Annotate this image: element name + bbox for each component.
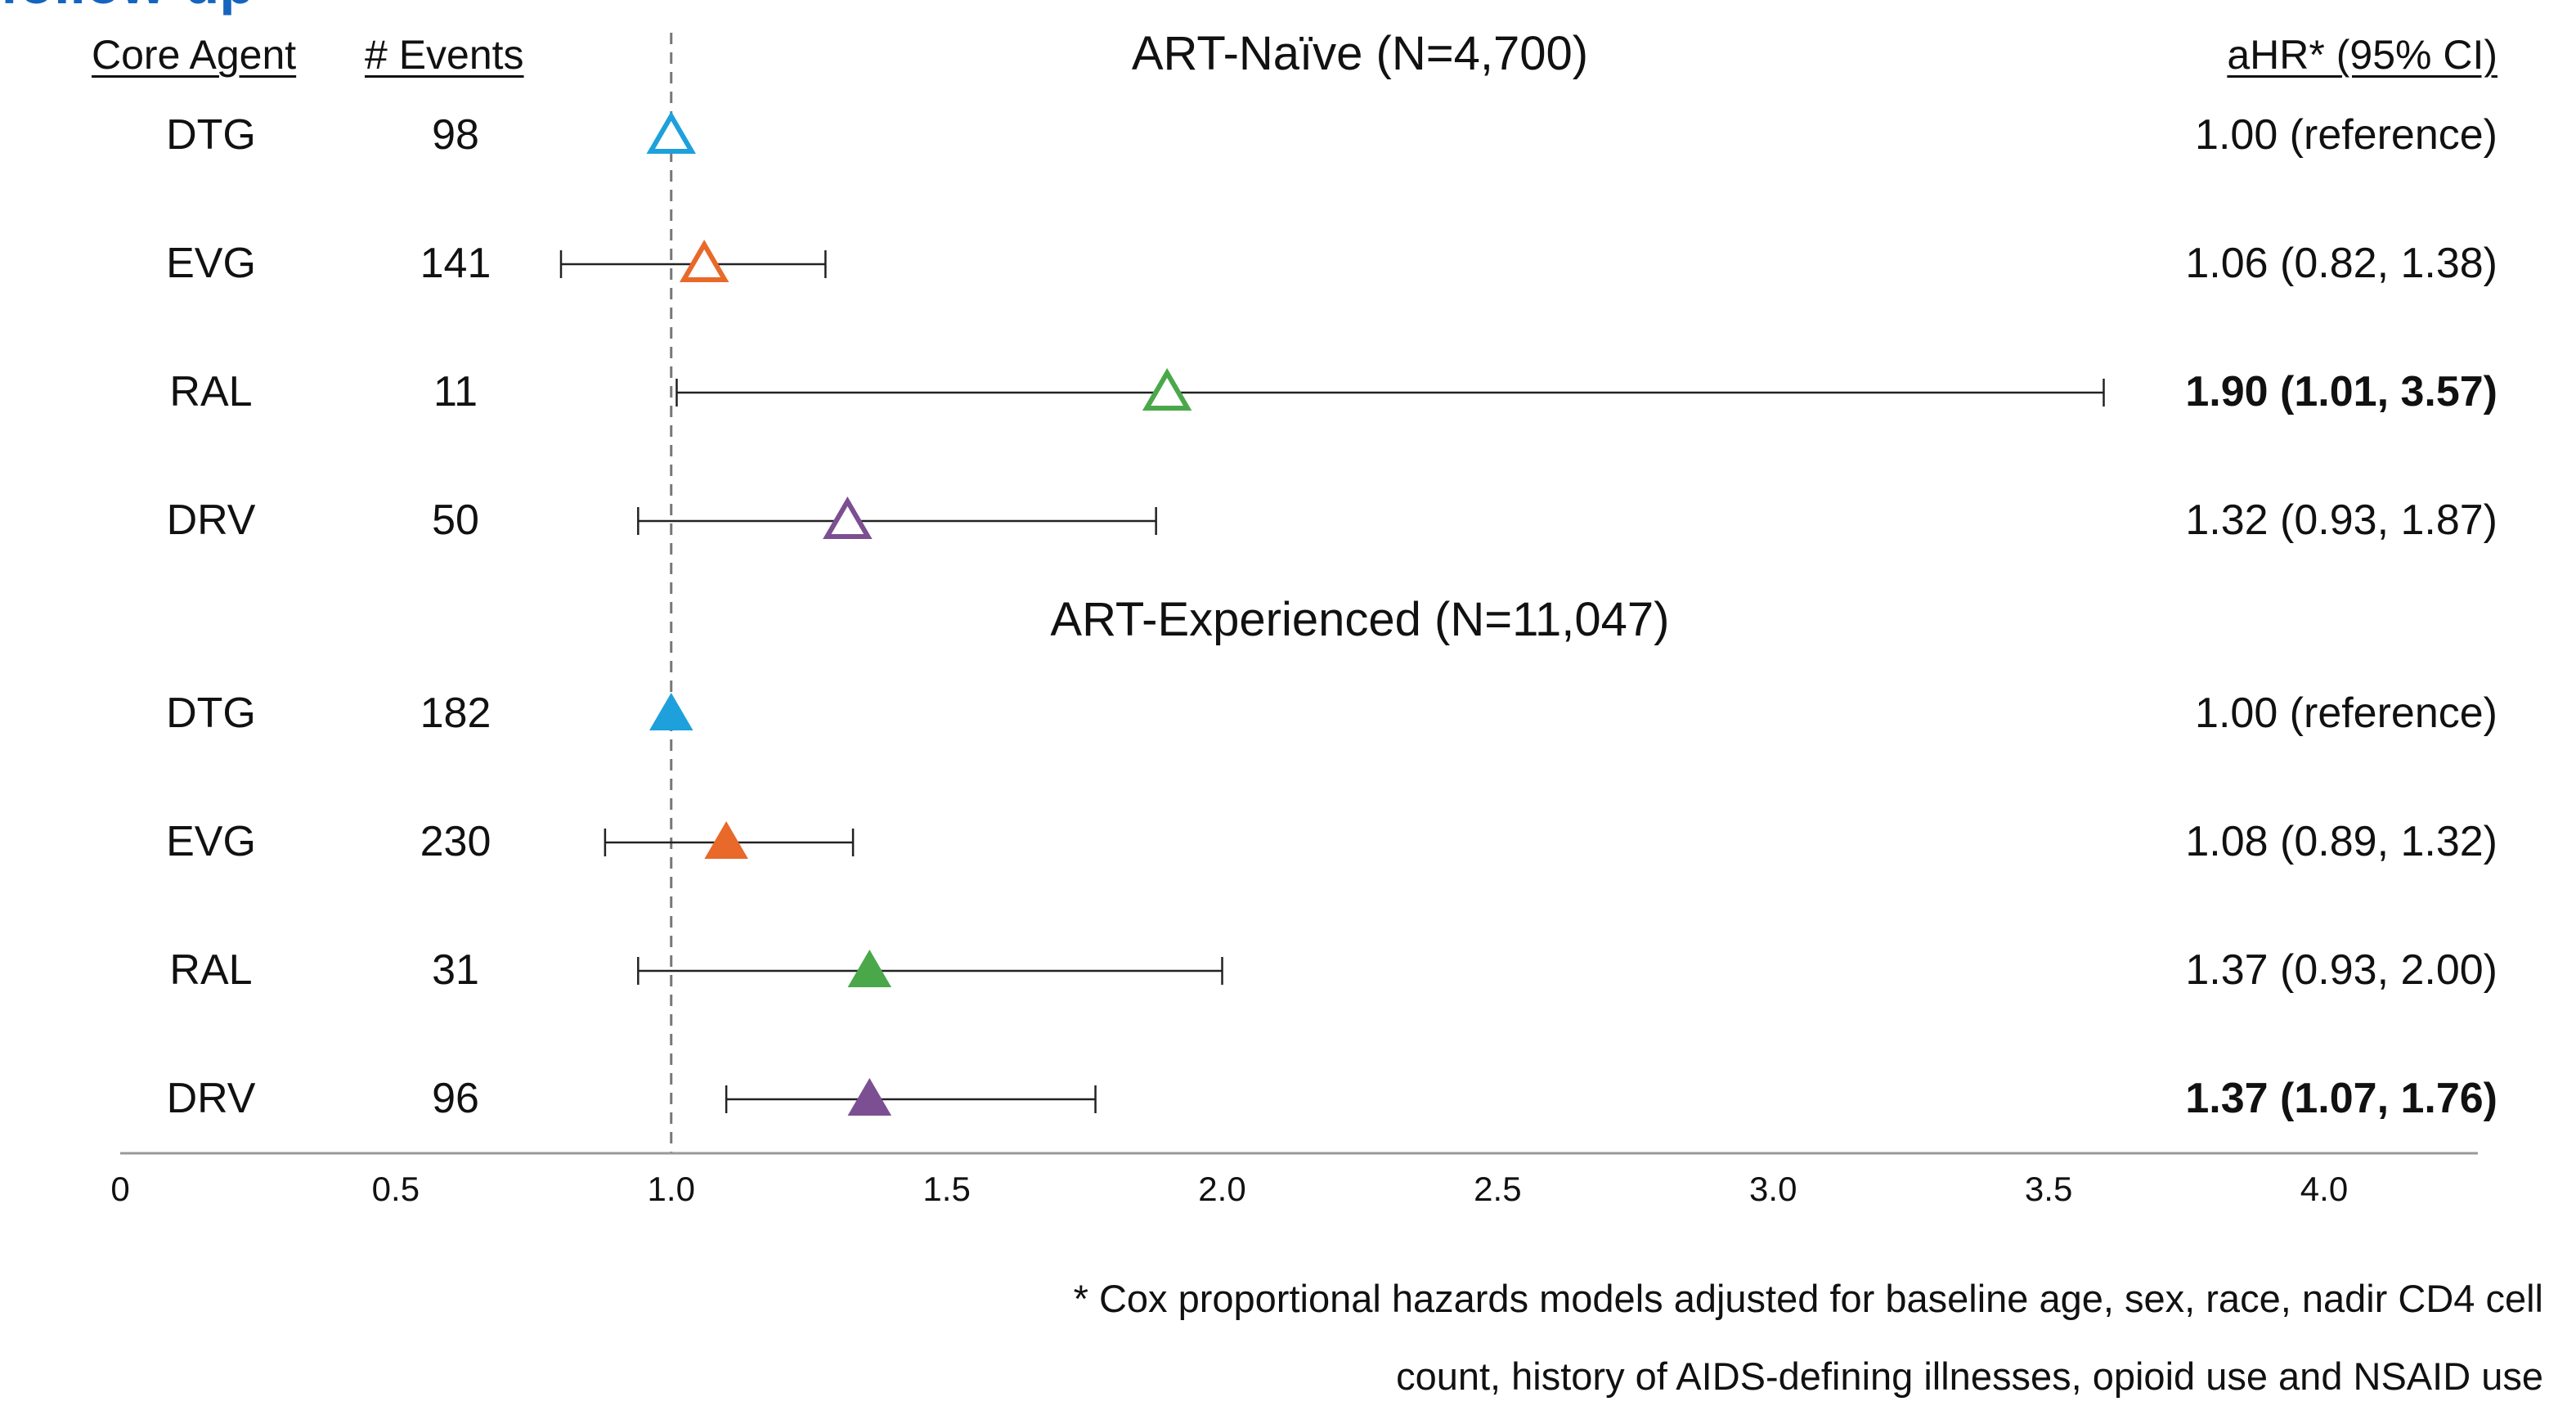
slide-title-partial: follow-up [0, 0, 254, 16]
hr-point-marker [1142, 368, 1192, 411]
hr-point-marker [679, 240, 729, 282]
hr-point-marker [847, 950, 892, 987]
event-count: 230 [420, 818, 491, 865]
event-count: 50 [432, 496, 479, 544]
hr-point-marker [823, 496, 873, 539]
core-agent-header: Core Agent [92, 32, 297, 78]
hr-point-marker [646, 111, 696, 154]
ahr-header: aHR* (95% CI) [2227, 32, 2497, 78]
event-count: 141 [420, 240, 491, 287]
x-tick-label: 2.0 [1198, 1170, 1246, 1208]
event-count: 96 [432, 1075, 479, 1122]
ahr-value: 1.37 (0.93, 2.00) [2185, 946, 2497, 994]
hr-point-marker [704, 821, 748, 859]
event-count: 31 [432, 946, 479, 994]
x-tick-label: 0 [110, 1170, 130, 1208]
ahr-value: 1.32 (0.93, 1.87) [2185, 496, 2497, 544]
x-tick-label: 3.0 [1749, 1170, 1797, 1208]
agent-label: EVG [166, 240, 256, 287]
agent-label: RAL [169, 368, 253, 416]
x-tick-label: 0.5 [371, 1170, 420, 1208]
ahr-value: 1.08 (0.89, 1.32) [2185, 818, 2497, 865]
event-count: 98 [432, 111, 479, 159]
agent-label: EVG [166, 818, 256, 865]
x-tick-label: 1.5 [922, 1170, 971, 1208]
footnote-line-1: * Cox proportional hazards models adjust… [1073, 1277, 2543, 1320]
agent-label: DRV [166, 1075, 256, 1122]
hr-point-marker [847, 1078, 892, 1116]
agent-label: RAL [169, 946, 253, 994]
group-title: ART-Naïve (N=4,700) [1131, 27, 1589, 80]
ahr-value: 1.06 (0.82, 1.38) [2185, 240, 2497, 287]
x-tick-label: 3.5 [2024, 1170, 2073, 1208]
agent-label: DRV [166, 496, 256, 544]
x-tick-label: 1.0 [647, 1170, 695, 1208]
hr-point-marker [649, 693, 693, 730]
x-tick-label: 2.5 [1474, 1170, 1522, 1208]
x-tick-label: 4.0 [2300, 1170, 2349, 1208]
ahr-value: 1.00 (reference) [2195, 690, 2497, 737]
ahr-value: 1.00 (reference) [2195, 111, 2497, 159]
events-header: # Events [365, 32, 524, 78]
ahr-value: 1.37 (1.07, 1.76) [2185, 1075, 2497, 1122]
ahr-value: 1.90 (1.01, 3.57) [2185, 368, 2497, 416]
group-title: ART-Experienced (N=11,047) [1050, 593, 1670, 646]
footnote-line-2: count, history of AIDS-defining illnesse… [1396, 1354, 2543, 1398]
agent-label: DTG [166, 690, 256, 737]
agent-label: DTG [166, 111, 256, 159]
event-count: 11 [433, 368, 478, 416]
event-count: 182 [420, 690, 491, 737]
